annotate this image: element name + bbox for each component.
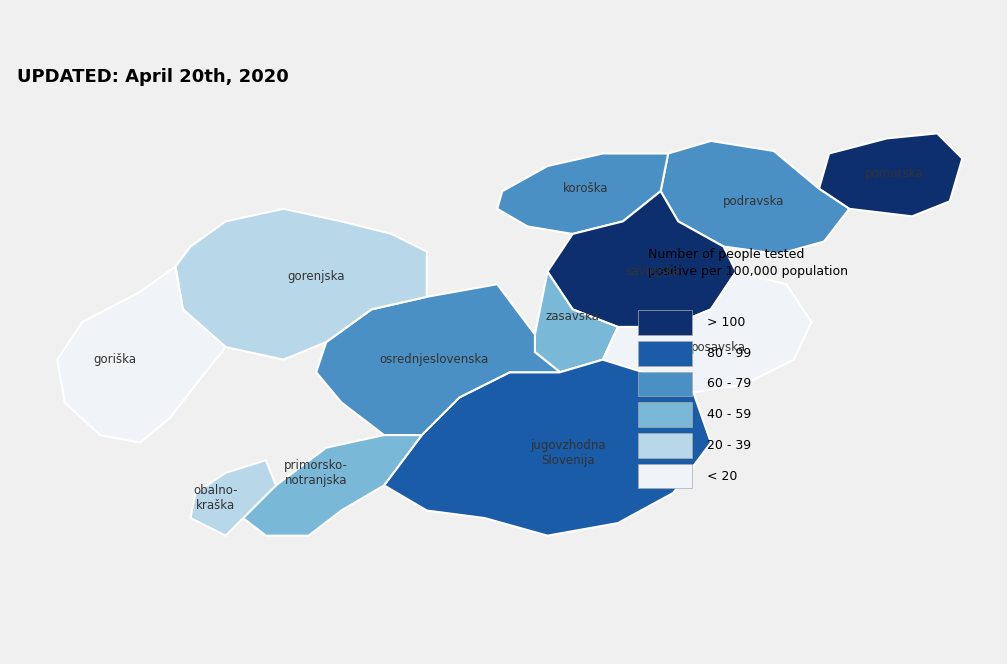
Text: podravska: podravska	[723, 195, 784, 208]
Polygon shape	[819, 133, 963, 216]
Polygon shape	[384, 360, 711, 536]
Text: primorsko-
notranjska: primorsko- notranjska	[284, 459, 348, 487]
Polygon shape	[57, 267, 226, 443]
Polygon shape	[316, 284, 560, 435]
Text: > 100: > 100	[707, 316, 745, 329]
Text: 20 - 39: 20 - 39	[707, 439, 751, 452]
Text: zasavska: zasavska	[546, 310, 599, 323]
Polygon shape	[535, 272, 618, 373]
Polygon shape	[234, 435, 422, 536]
Text: UPDATED: April 20th, 2020: UPDATED: April 20th, 2020	[17, 68, 289, 86]
Polygon shape	[603, 272, 812, 392]
FancyBboxPatch shape	[637, 341, 692, 366]
Polygon shape	[548, 191, 736, 327]
Text: gorenjska: gorenjska	[287, 270, 345, 283]
FancyBboxPatch shape	[637, 464, 692, 489]
FancyBboxPatch shape	[637, 310, 692, 335]
Text: Number of people tested
positive per 100,000 population: Number of people tested positive per 100…	[648, 248, 848, 278]
Polygon shape	[190, 460, 276, 536]
Text: 80 - 99: 80 - 99	[707, 347, 751, 360]
Polygon shape	[661, 141, 849, 254]
Polygon shape	[497, 153, 669, 234]
Text: goriška: goriška	[94, 353, 137, 366]
Text: savinjska: savinjska	[625, 265, 681, 278]
Polygon shape	[175, 208, 427, 360]
Text: osrednjeslovenska: osrednjeslovenska	[380, 353, 489, 366]
Text: koroška: koroška	[563, 182, 608, 195]
Text: 40 - 59: 40 - 59	[707, 408, 751, 421]
Text: 60 - 79: 60 - 79	[707, 378, 751, 390]
FancyBboxPatch shape	[637, 433, 692, 457]
Text: jugovzhodna
Slovenija: jugovzhodna Slovenija	[530, 439, 605, 467]
Text: obalno-
kraška: obalno- kraška	[193, 484, 238, 512]
FancyBboxPatch shape	[637, 372, 692, 396]
Text: < 20: < 20	[707, 469, 737, 483]
Text: pomurska: pomurska	[865, 167, 923, 180]
Text: posavska: posavska	[691, 341, 746, 354]
FancyBboxPatch shape	[637, 402, 692, 427]
